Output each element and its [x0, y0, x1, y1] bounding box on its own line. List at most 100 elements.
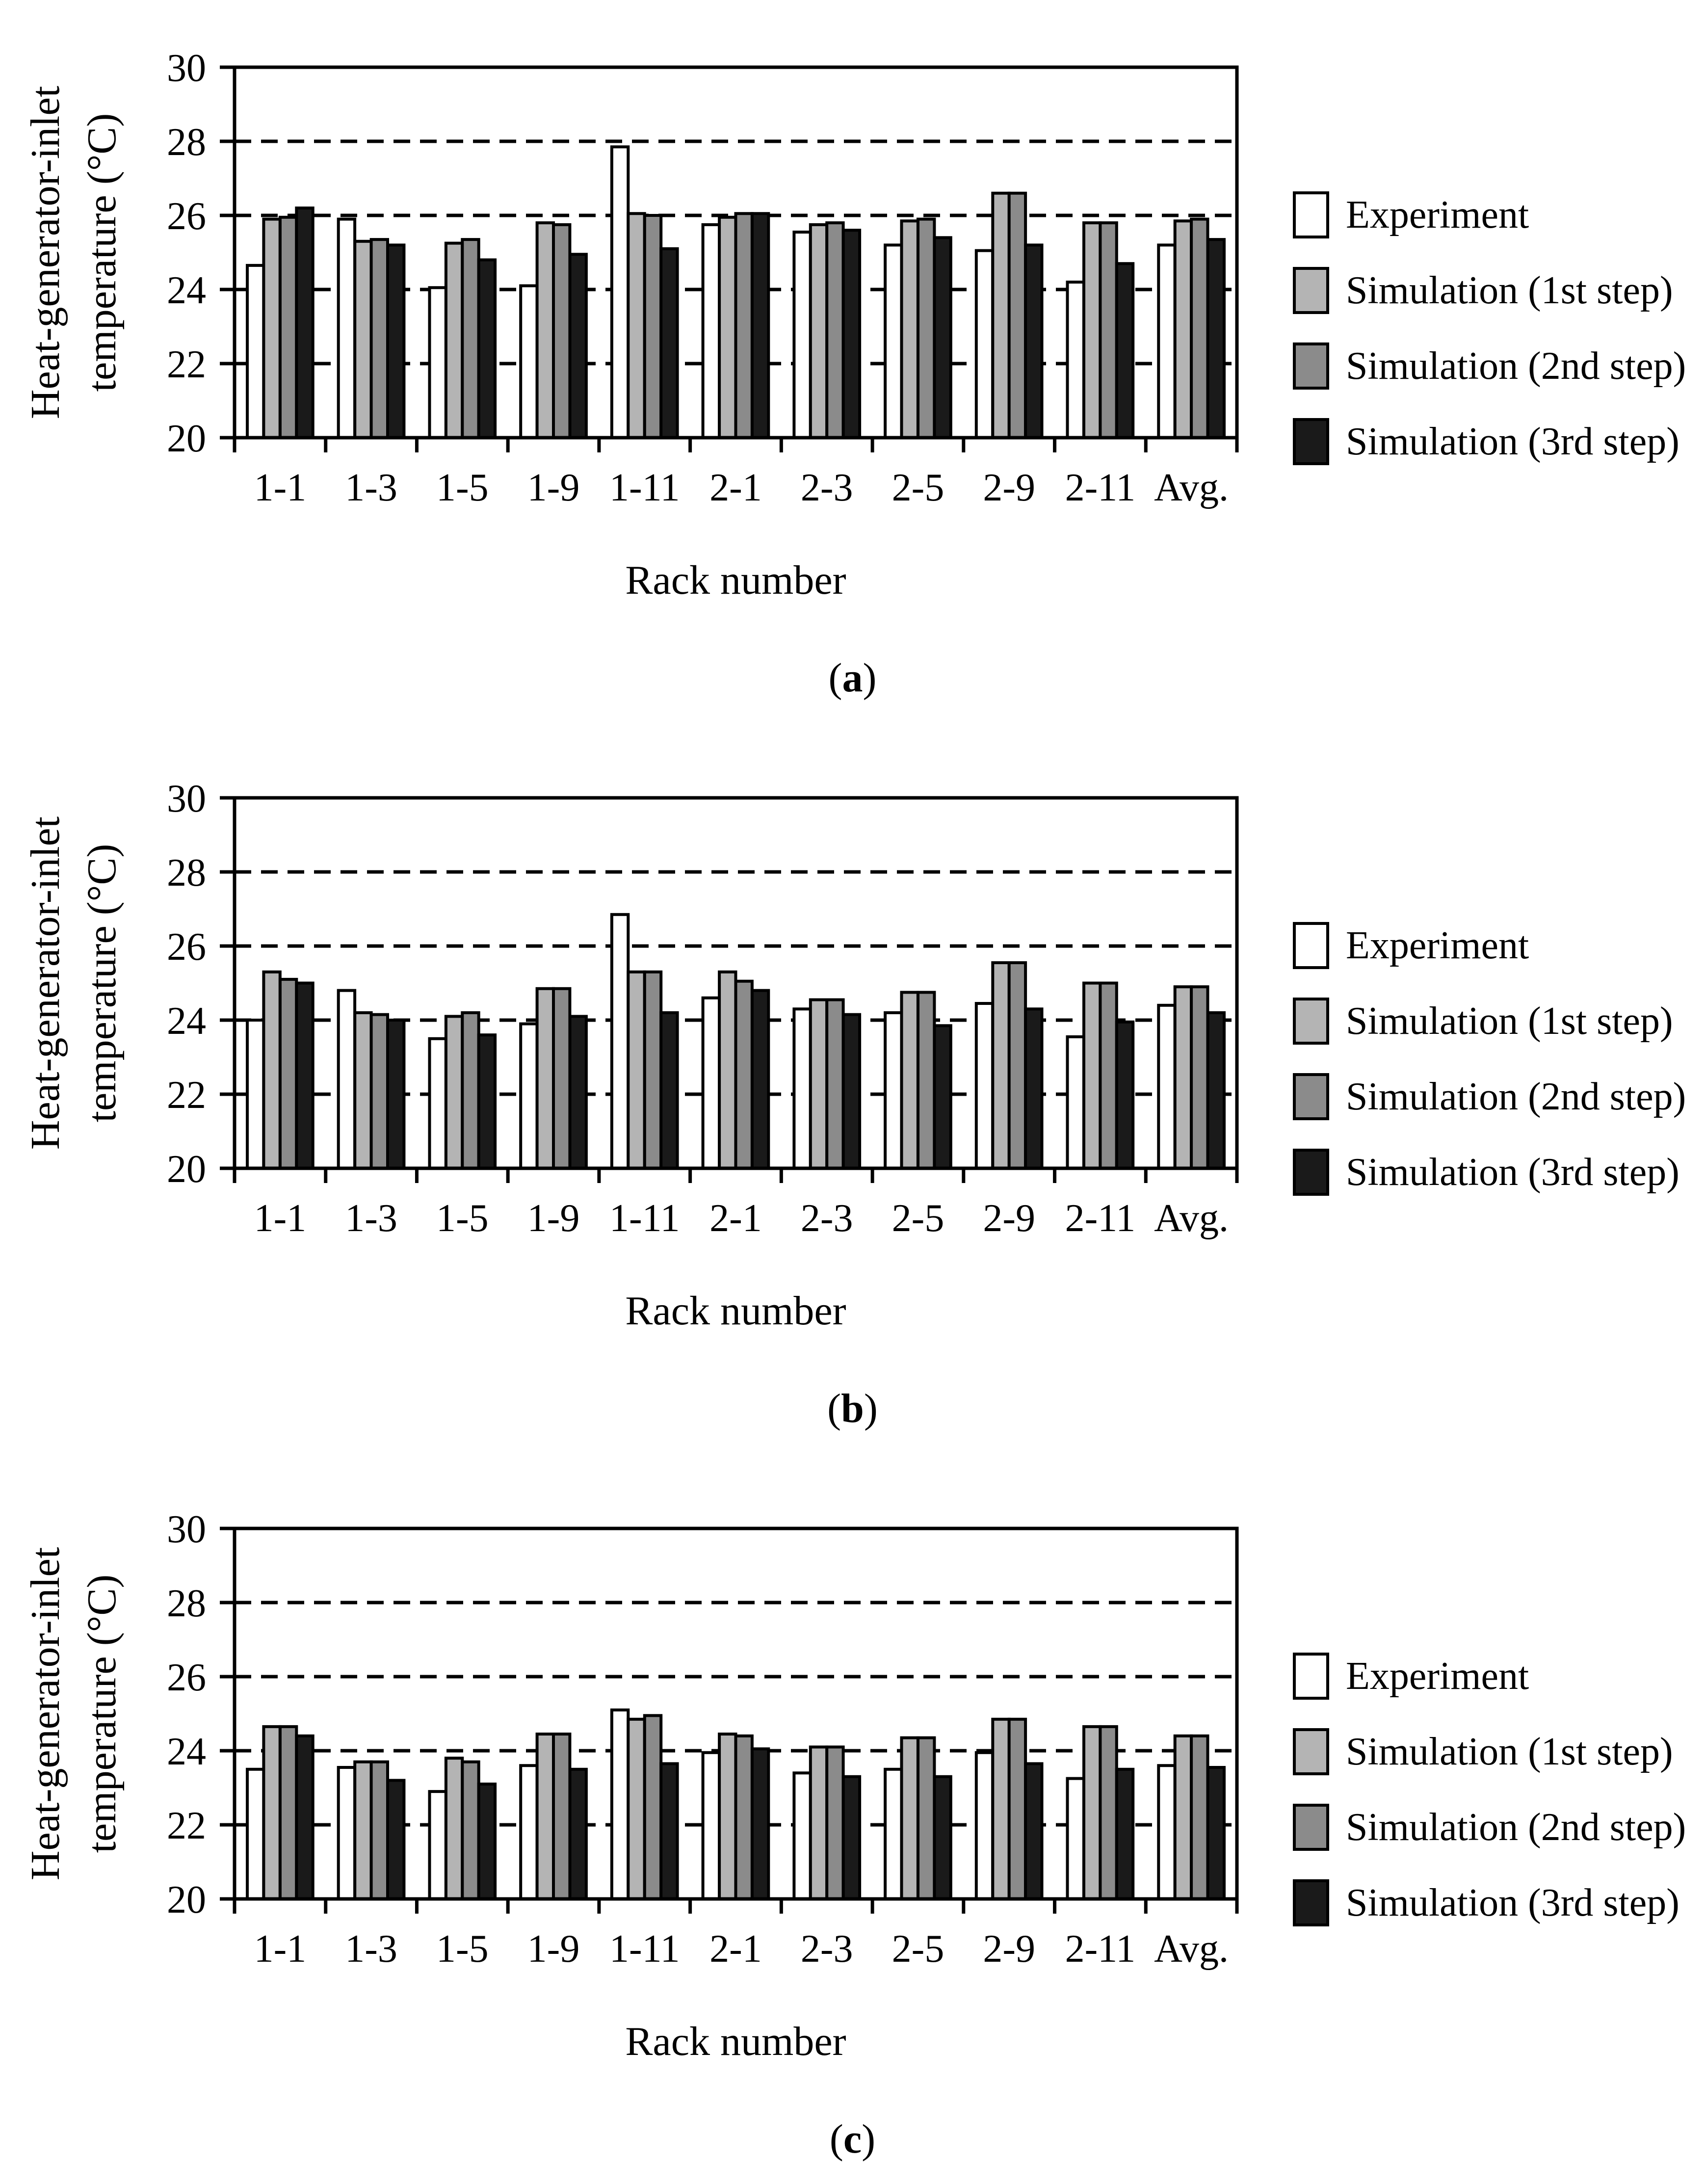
bar	[278, 1725, 298, 1901]
x-tick-label: Avg.	[1154, 1197, 1229, 1240]
bar	[535, 1733, 555, 1900]
legend-label: Simulation (2nd step)	[1346, 1806, 1686, 1849]
caption-paren-close: )	[863, 655, 877, 701]
bar	[659, 1011, 679, 1170]
legend-item: Experiment	[1293, 922, 1686, 969]
bar	[519, 1022, 539, 1170]
bar	[917, 991, 936, 1170]
bar	[792, 231, 812, 439]
bar	[884, 243, 903, 439]
bar	[568, 253, 588, 439]
bar	[1082, 981, 1102, 1170]
caption-paren-open: (	[829, 2116, 843, 2162]
legend-label: Simulation (2nd step)	[1346, 344, 1686, 388]
bar	[900, 1736, 919, 1900]
y-axis-title-line2: temperature (°C)	[79, 844, 125, 1123]
bar	[750, 212, 770, 439]
bar	[519, 284, 539, 440]
caption-paren-close: )	[862, 2116, 876, 2162]
x-tick-label: Avg.	[1154, 466, 1229, 509]
x-tick-label: 1-1	[254, 1927, 307, 1971]
bar	[1190, 985, 1209, 1170]
bar	[974, 249, 995, 439]
x-tick-label: 2-11	[1065, 1197, 1136, 1240]
legend-label: Simulation (1st step)	[1346, 1000, 1673, 1043]
legend-a: Experiment Simulation (1st step) Simulatio…	[1293, 191, 1686, 494]
bar	[750, 989, 770, 1170]
x-axis-title: Rack number	[625, 2019, 846, 2064]
y-tick-label: 26	[167, 925, 206, 969]
caption-letter: c	[843, 2116, 862, 2162]
bar	[750, 1747, 770, 1900]
x-tick-label: 2-11	[1065, 466, 1136, 509]
bar	[825, 221, 845, 439]
x-tick-label: 2-11	[1065, 1927, 1136, 1971]
bar	[444, 241, 464, 439]
bar	[568, 1015, 588, 1170]
caption-letter: b	[841, 1386, 864, 1431]
bar	[461, 1760, 480, 1900]
y-tick-label: 30	[167, 777, 206, 820]
bar	[991, 961, 1011, 1170]
bar	[353, 1011, 373, 1170]
bar	[610, 1708, 630, 1900]
x-tick-label: 2-3	[801, 466, 853, 509]
y-axis-title-line2: temperature (°C)	[79, 1575, 125, 1853]
bar	[933, 236, 952, 439]
bar	[1157, 243, 1177, 439]
y-tick-label: 26	[167, 1656, 206, 1699]
bar	[552, 223, 572, 439]
legend-swatch-icon	[1293, 1149, 1329, 1196]
bar	[295, 1734, 315, 1900]
legend-label: Simulation (3rd step)	[1346, 1881, 1679, 1924]
x-axis-title: Rack number	[625, 1288, 846, 1334]
bar	[1190, 217, 1209, 439]
bar	[568, 1767, 588, 1901]
y-tick-label: 24	[167, 1000, 206, 1043]
legend-swatch-icon	[1293, 1073, 1329, 1120]
bar	[1066, 1777, 1085, 1900]
bar	[734, 1734, 754, 1900]
bar	[991, 1717, 1011, 1900]
chart-block-b: 20 22 24 26 28 30 1-1 1-3 1-5 1-9 1-11 2-1 2-3 2-5 2-9…	[0, 731, 1705, 1461]
bar	[701, 223, 721, 439]
bar	[428, 286, 447, 439]
legend-item: Simulation (2nd step)	[1293, 1073, 1686, 1120]
legend-item: Simulation (2nd step)	[1293, 342, 1686, 390]
bar	[718, 215, 737, 439]
x-tick-label: 1-11	[609, 1197, 680, 1240]
bar	[734, 212, 754, 439]
bar	[1115, 262, 1135, 439]
bar	[1024, 243, 1044, 439]
bar	[809, 223, 829, 439]
caption-b: (b)	[0, 1388, 1705, 1429]
bar	[262, 970, 282, 1170]
bar	[295, 981, 315, 1170]
legend-swatch-icon	[1293, 342, 1329, 390]
y-tick-label: 22	[167, 1074, 206, 1117]
plot-border	[233, 796, 1239, 1170]
x-tick-label: 1-1	[254, 466, 307, 509]
y-axis-title-line1: Heat-generator-inlet	[23, 816, 68, 1150]
plot-border	[233, 65, 1239, 440]
bar	[369, 1013, 389, 1170]
x-tick-label: 2-5	[892, 1197, 944, 1240]
legend-b: Experiment Simulation (1st step) Simulatio…	[1293, 922, 1686, 1224]
bar	[477, 1782, 497, 1901]
bar	[386, 1779, 406, 1901]
x-tick-label: 2-5	[892, 466, 944, 509]
x-tick-label: 1-11	[609, 1927, 680, 1971]
y-axis-title-line1: Heat-generator-inlet	[23, 1547, 68, 1880]
x-axis-title: Rack number	[625, 557, 846, 603]
bar	[1173, 1734, 1193, 1900]
bar	[461, 1011, 480, 1170]
y-axis-title-line2: temperature (°C)	[79, 113, 125, 392]
legend-label: Simulation (2nd step)	[1346, 1075, 1686, 1118]
bar	[1007, 1717, 1027, 1900]
bar	[535, 221, 555, 439]
legend-item: Simulation (3rd step)	[1293, 418, 1686, 465]
y-tick-label: 20	[167, 1878, 206, 1921]
y-tick-label: 20	[167, 1148, 206, 1191]
bar	[353, 1760, 373, 1900]
